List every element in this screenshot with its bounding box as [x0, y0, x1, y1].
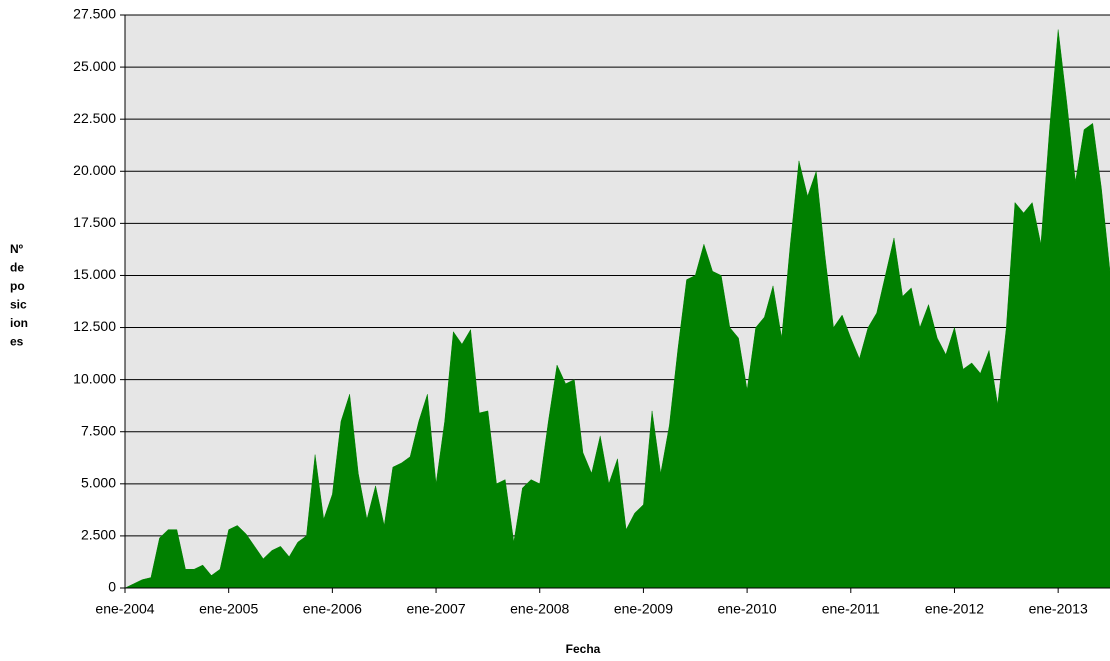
x-tick-label: ene-2013: [1029, 601, 1088, 617]
y-axis-label: Nº: [10, 242, 24, 256]
x-tick-label: ene-2011: [822, 601, 880, 617]
x-tick-label: ene-2005: [199, 601, 258, 617]
y-tick-label: 5.000: [81, 475, 116, 491]
y-tick-label: 25.000: [73, 58, 116, 74]
y-tick-label: 12.500: [73, 318, 116, 334]
y-tick-label: 17.500: [73, 214, 116, 230]
x-tick-label: ene-2006: [303, 601, 362, 617]
x-tick-label: ene-2007: [406, 601, 465, 617]
y-axis-label: sic: [10, 298, 27, 312]
x-tick-label: ene-2009: [614, 601, 673, 617]
y-tick-label: 7.500: [81, 422, 116, 438]
y-tick-label: 27.500: [73, 6, 116, 22]
y-axis-label: ion: [10, 316, 28, 330]
area: [124, 29, 1110, 589]
y-tick-label: 2.500: [81, 527, 116, 543]
y-axis-label: po: [10, 279, 25, 293]
x-tick-label: ene-2012: [925, 601, 984, 617]
y-tick-label: 10.000: [73, 370, 116, 386]
x-tick-label: ene-2010: [718, 601, 777, 617]
y-axis-label: de: [10, 261, 24, 275]
y-tick-label: 0: [108, 579, 116, 595]
x-tick-label: ene-2008: [510, 601, 569, 617]
y-tick-label: 20.000: [73, 162, 116, 178]
y-axis-label: es: [10, 335, 24, 349]
y-tick-label: 22.500: [73, 110, 116, 126]
y-tick-label: 15.000: [73, 266, 116, 282]
x-axis-label: Fecha: [566, 642, 601, 656]
x-tick-label: ene-2004: [95, 601, 154, 617]
